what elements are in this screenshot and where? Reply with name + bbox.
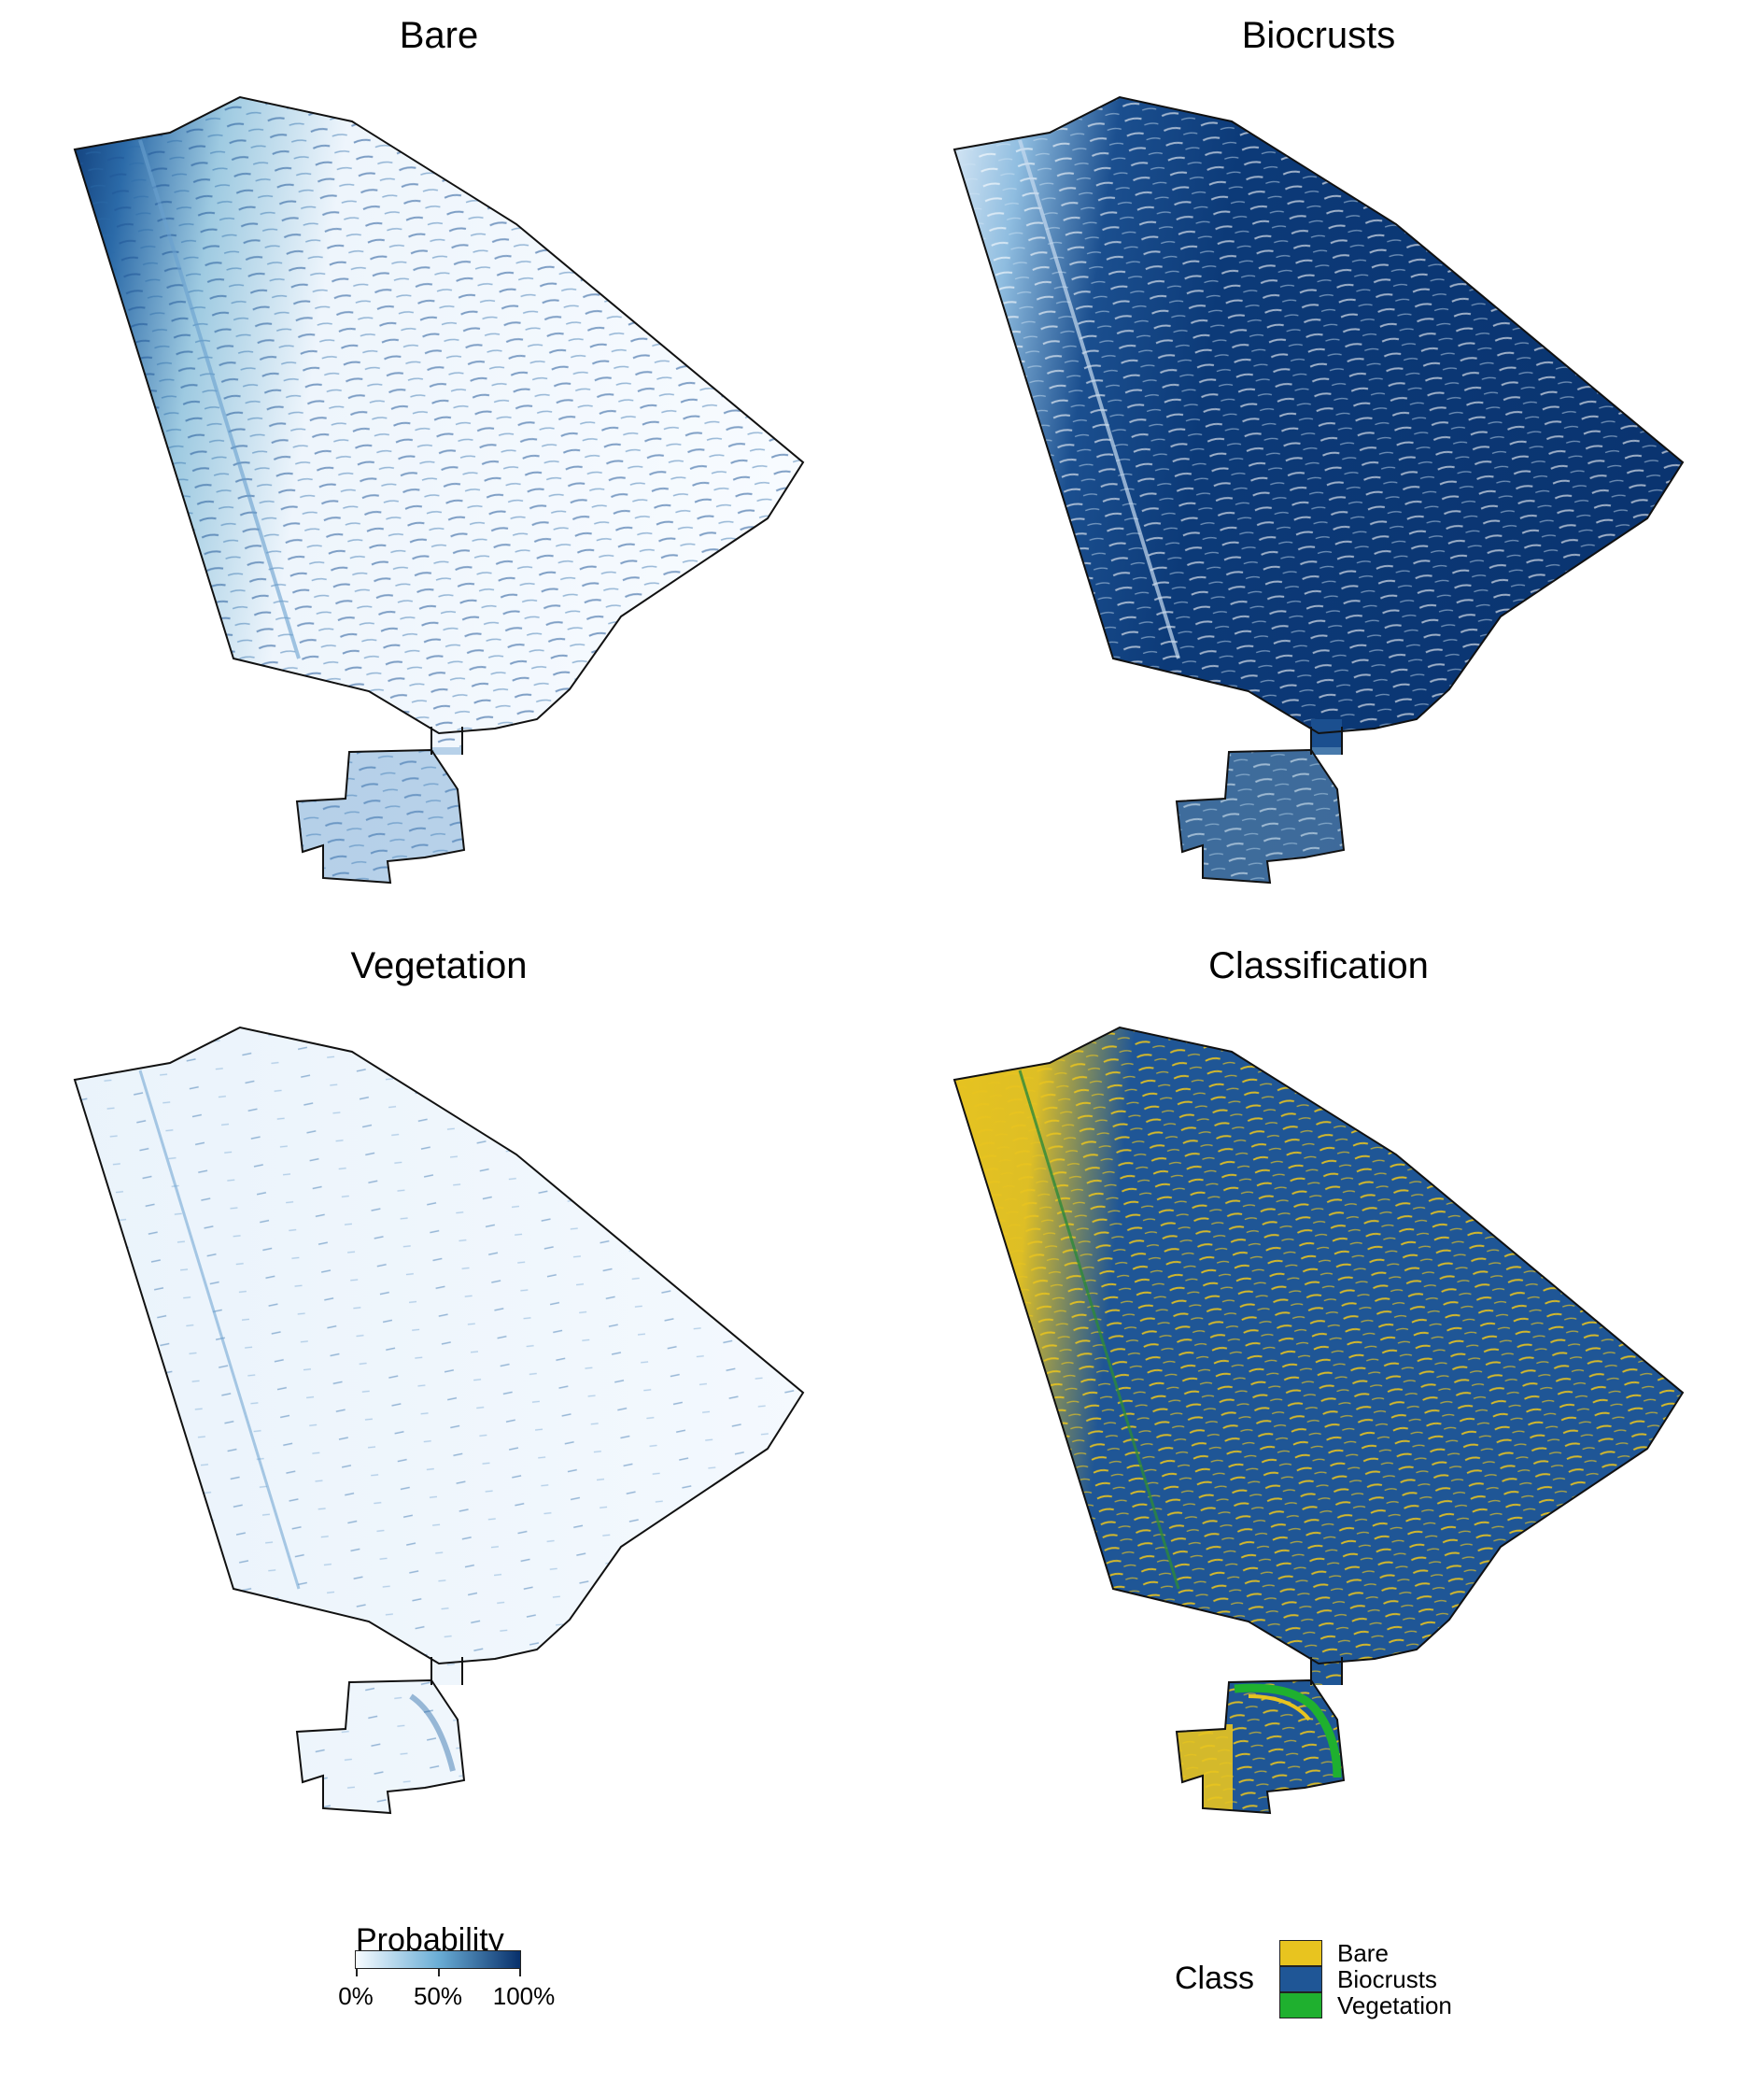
class-label-biocrusts: Biocrusts [1337,1965,1437,1993]
panel-title-biocrusts: Biocrusts [1241,15,1396,56]
colorbar-label-50: 50% [413,1982,463,2010]
map-biocrusts [953,96,1684,884]
colorbar-label-0: 0% [338,1982,374,2010]
colorbar-tick-0 [356,1969,358,1976]
class-key-biocrusts [1279,1966,1322,1992]
colorbar-tick-100 [519,1969,521,1976]
map-bare [74,96,804,884]
map-vegetation [74,1027,804,1814]
class-label-vegetation: Vegetation [1337,1991,1452,2019]
colorbar-tick-50 [438,1969,440,1976]
class-key-bare [1279,1940,1322,1966]
map-classification [953,1027,1684,1814]
colorbar-label-100: 100% [492,1982,556,2010]
class-legend-title: Class [1175,1961,1255,1996]
probability-colorbar [355,1950,521,1969]
class-key-vegetation [1279,1992,1322,2018]
class-label-bare: Bare [1337,1939,1389,1967]
panel-title-vegetation: Vegetation [350,945,528,986]
panel-title-bare: Bare [399,15,479,56]
panel-title-classification: Classification [1208,945,1429,986]
